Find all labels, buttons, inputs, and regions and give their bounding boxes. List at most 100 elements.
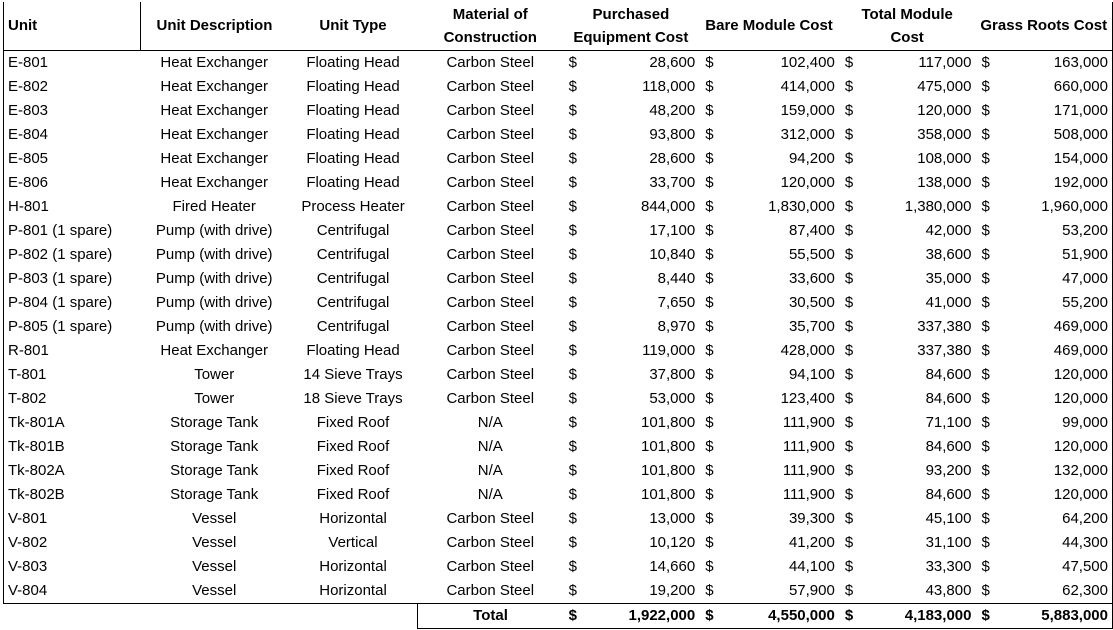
cell-type: Floating Head <box>306 101 400 119</box>
cell-description: Storage Tank <box>170 413 259 431</box>
cell-material: Carbon Steel <box>446 77 535 95</box>
currency-symbol: $ <box>981 461 990 479</box>
total-total-module-cost: 4,183,000 <box>860 602 976 629</box>
cell-purchased-cost: 10,840 <box>649 245 696 263</box>
cell-total-module-cost: 93,200 <box>925 461 972 479</box>
cell-bare-module-cost: 30,500 <box>788 293 835 311</box>
cell-material: Carbon Steel <box>446 245 535 263</box>
table-body: E-801 Heat Exchanger Floating Head Carbon S… <box>3 50 1113 629</box>
cell-material: Carbon Steel <box>446 149 535 167</box>
cell-grass-roots-cost: 660,000 <box>997 74 1113 99</box>
cell-unit: E-803 <box>3 98 141 123</box>
cell-unit: P-804 (1 spare) <box>3 290 141 315</box>
header-total-module-cost: Total Module Cost <box>838 2 976 51</box>
cell-grass-roots-cost: 163,000 <box>997 50 1113 75</box>
cell-purchased-cost: 844,000 <box>640 197 696 215</box>
table-row: P-801 (1 spare) Pump (with drive) Centrifu… <box>3 218 1113 243</box>
cell-unit: E-804 <box>3 122 141 147</box>
cell-type: Fixed Roof <box>316 413 390 431</box>
cell-unit: Tk-801B <box>3 434 141 459</box>
currency-symbol: $ <box>562 578 585 604</box>
cell-bare-module-cost: 39,300 <box>788 509 835 527</box>
cell-bare-module-cost: 428,000 <box>780 341 835 359</box>
currency-symbol: $ <box>838 578 861 604</box>
cell-grass-roots-cost: 99,000 <box>997 410 1113 435</box>
table-row: V-802 Vessel Vertical Carbon Steel $10,120 $4… <box>3 530 1113 555</box>
cell-unit: V-801 <box>3 506 141 531</box>
cell-total-module-cost: 35,000 <box>925 269 972 287</box>
cell-type: 14 Sieve Trays <box>303 365 403 383</box>
table-row: Tk-802B Storage Tank Fixed Roof N/A $101,800… <box>3 482 1113 507</box>
cell-grass-roots-cost: 192,000 <box>997 170 1113 195</box>
currency-symbol: $ <box>844 125 854 143</box>
table-row: E-802 Heat Exchanger Floating Head Carbon S… <box>3 74 1113 99</box>
cell-purchased-cost: 37,800 <box>649 365 696 383</box>
currency-symbol: $ <box>844 245 854 263</box>
empty-cell <box>288 603 418 628</box>
currency-symbol: $ <box>844 221 854 239</box>
currency-symbol: $ <box>844 149 854 167</box>
currency-symbol: $ <box>568 341 577 359</box>
cell-grass-roots-cost: 1,960,000 <box>997 194 1113 219</box>
header-bare-module-cost: Bare Module Cost <box>699 2 839 51</box>
cell-description: Heat Exchanger <box>160 125 268 143</box>
cell-material: N/A <box>477 485 503 503</box>
cell-grass-roots-cost: 47,000 <box>997 266 1113 291</box>
currency-symbol: $ <box>981 413 990 431</box>
cell-type: Centrifugal <box>316 269 390 287</box>
table-row: E-801 Heat Exchanger Floating Head Carbon S… <box>3 50 1113 75</box>
empty-cell <box>140 603 288 628</box>
currency-symbol: $ <box>981 389 990 407</box>
cell-type: Floating Head <box>306 341 400 359</box>
currency-symbol: $ <box>981 557 990 575</box>
cell-bare-module-cost: 123,400 <box>780 389 835 407</box>
cell-grass-roots-cost: 44,300 <box>997 530 1113 555</box>
cell-grass-roots-cost: 51,900 <box>997 242 1113 267</box>
cell-purchased-cost: 101,800 <box>640 485 696 503</box>
cell-purchased-cost: 28,600 <box>649 53 696 71</box>
currency-symbol: $ <box>705 437 714 455</box>
currency-symbol: $ <box>568 53 577 71</box>
cell-total-module-cost: 31,100 <box>925 533 972 551</box>
cell-total-module-cost: 475,000 <box>917 77 972 95</box>
currency-symbol: $ <box>975 602 998 629</box>
cell-type: Centrifugal <box>316 245 390 263</box>
cell-material: Carbon Steel <box>446 341 535 359</box>
currency-symbol: $ <box>844 365 854 383</box>
currency-symbol: $ <box>568 437 577 455</box>
cell-description: Storage Tank <box>170 437 259 455</box>
cell-type: Fixed Roof <box>316 437 390 455</box>
table-row: R-801 Heat Exchanger Floating Head Carbon S… <box>3 338 1113 363</box>
header-unit: Unit <box>3 2 141 51</box>
cell-type: Floating Head <box>306 125 400 143</box>
cell-unit: P-801 (1 spare) <box>3 218 141 243</box>
cell-unit: E-806 <box>3 170 141 195</box>
currency-symbol: $ <box>568 413 577 431</box>
currency-symbol: $ <box>981 269 990 287</box>
cell-material: N/A <box>477 413 503 431</box>
currency-symbol: $ <box>838 602 861 629</box>
total-bare-module-cost: 4,550,000 <box>721 602 839 629</box>
currency-symbol: $ <box>981 317 990 335</box>
cell-total-module-cost: 45,100 <box>925 509 972 527</box>
cell-grass-roots-cost: 469,000 <box>997 338 1113 363</box>
cell-material: Carbon Steel <box>446 389 535 407</box>
currency-symbol: $ <box>568 221 577 239</box>
currency-symbol: $ <box>705 509 714 527</box>
cell-purchased-cost: 13,000 <box>649 509 696 527</box>
total-purchased-cost: 1,922,000 <box>584 602 700 629</box>
cell-unit: T-802 <box>3 386 141 411</box>
cell-description: Heat Exchanger <box>160 341 268 359</box>
cell-description: Pump (with drive) <box>155 269 273 287</box>
currency-symbol: $ <box>981 149 990 167</box>
table-row: P-802 (1 spare) Pump (with drive) Centrifu… <box>3 242 1113 267</box>
currency-symbol: $ <box>844 389 854 407</box>
currency-symbol: $ <box>568 557 577 575</box>
cell-purchased-cost: 8,970 <box>657 317 696 335</box>
cell-unit: H-801 <box>3 194 141 219</box>
cell-bare-module-cost: 414,000 <box>780 77 835 95</box>
currency-symbol: $ <box>705 269 714 287</box>
currency-symbol: $ <box>568 101 577 119</box>
cell-bare-module-cost: 111,900 <box>782 413 835 431</box>
total-row: Total $1,922,000 $4,550,000 $4,183,000 $5,88… <box>4 602 1113 629</box>
